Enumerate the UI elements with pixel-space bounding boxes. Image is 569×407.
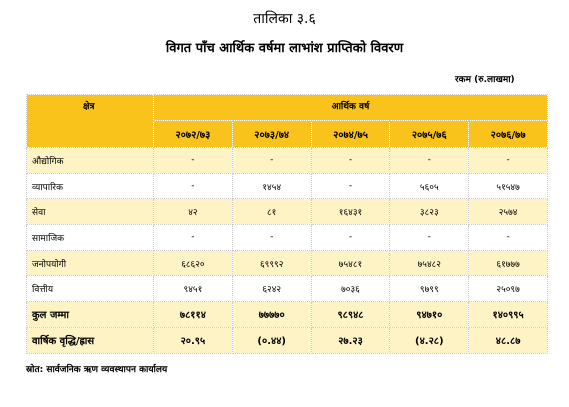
table-cell: - (389, 224, 470, 251)
total-cell: ७७७७० (231, 301, 312, 328)
table-cell: ६८६२० (153, 249, 233, 277)
growth-cell: ४८.८७ (468, 326, 549, 354)
sector-header: क्षेत्र (26, 94, 154, 148)
growth-cell: (४.२८) (389, 326, 470, 354)
table-cell: - (153, 224, 233, 251)
year-header: २०७४/७५ (310, 120, 391, 148)
total-cell: ९४७१० (389, 301, 470, 328)
table-subtitle: विगत पाँच आर्थिक वर्षमा लाभांश प्राप्तिक… (165, 41, 404, 56)
table-cell: ५१५४७ (468, 172, 549, 200)
table-row: सेवा ४२ ८१ १६४३१ ३८२३ २५७४ (26, 198, 549, 226)
total-label: कुल जम्मा (26, 301, 154, 328)
table-cell: - (310, 224, 391, 251)
year-header: २०७५/७६ (389, 120, 470, 148)
row-label: सेवा (26, 198, 154, 226)
table-cell: ६९९९२ (231, 249, 312, 277)
table-cell: १६४३१ (310, 198, 391, 226)
year-header: २०७२/७३ (153, 120, 233, 148)
table-row: व्यापारिक - १४५४ - ५६०५ ५१५४७ (26, 172, 549, 200)
table-title: तालिका ३.६ (253, 11, 316, 27)
table-cell: ९४५१ (153, 275, 233, 303)
table-cell: २५०९७ (468, 275, 549, 303)
growth-label: वार्षिक वृद्धि/ह्रास (26, 326, 154, 354)
table-row: जनोपयोगी ६८६२० ६९९९२ ७५४८१ ७५४८२ ६१७७७ (26, 249, 549, 277)
total-cell: १४०९९५ (468, 301, 549, 328)
table-cell: - (389, 147, 470, 174)
table-cell: ७०३६ (310, 275, 391, 303)
row-label: वित्तीय (26, 275, 154, 303)
growth-row: वार्षिक वृद्धि/ह्रास २०.९५ (०.४४) २७.२३ … (26, 326, 549, 354)
table-cell: - (153, 172, 233, 200)
table-row: औद्योगिक - - - - - (26, 147, 549, 174)
table-cell: ३८२३ (389, 198, 470, 226)
total-cell: ९८९४८ (310, 301, 391, 328)
table-header-row: क्षेत्र आर्थिक वर्ष (26, 94, 549, 148)
table-cell: - (310, 172, 391, 200)
table-cell: ८१ (231, 198, 312, 226)
growth-cell: २०.९५ (153, 326, 233, 354)
year-header: २०७६/७७ (468, 120, 549, 148)
table-cell: ७५४८२ (389, 249, 470, 277)
table-cell: ४२ (153, 198, 233, 226)
unit-note: रकम (रु.लाखमा) (455, 75, 515, 85)
table-cell: ६२४२ (231, 275, 312, 303)
table-cell: ७५४८१ (310, 249, 391, 277)
source-note: स्रोत: सार्वजनिक ऋण व्यवस्थापन कार्यालय (26, 365, 168, 375)
growth-cell: २७.२३ (310, 326, 391, 354)
table-cell: - (468, 224, 549, 251)
table-cell: - (153, 147, 233, 174)
table-cell: १४५४ (231, 172, 312, 200)
table-cell: - (231, 147, 312, 174)
table-row: सामाजिक - - - - - (26, 224, 549, 251)
table-cell: - (468, 147, 549, 174)
table-cell: - (231, 224, 312, 251)
row-label: जनोपयोगी (26, 249, 154, 277)
fiscal-year-header: आर्थिक वर्ष (152, 94, 549, 121)
table-cell: ९७९९ (389, 275, 470, 303)
row-label: सामाजिक (26, 224, 154, 251)
table-cell: - (310, 147, 391, 174)
row-label: औद्योगिक (26, 147, 154, 174)
growth-cell: (०.४४) (231, 326, 312, 354)
table-cell: ६१७७७ (468, 249, 549, 277)
dividend-table: क्षेत्र आर्थिक वर्ष २०७२/७३ २०७३/७४ २०७४… (26, 94, 549, 354)
year-header-row: २०७२/७३ २०७३/७४ २०७४/७५ २०७५/७६ २०७६/७७ (27, 120, 549, 148)
total-row: कुल जम्मा ७८११४ ७७७७० ९८९४८ ९४७१० १४०९९५ (26, 301, 549, 328)
row-label: व्यापारिक (26, 172, 154, 200)
year-header: २०७३/७४ (231, 120, 312, 148)
table-cell: २५७४ (468, 198, 549, 226)
table-cell: ५६०५ (389, 172, 470, 200)
table-row: वित्तीय ९४५१ ६२४२ ७०३६ ९७९९ २५०९७ (26, 275, 549, 303)
total-cell: ७८११४ (153, 301, 233, 328)
